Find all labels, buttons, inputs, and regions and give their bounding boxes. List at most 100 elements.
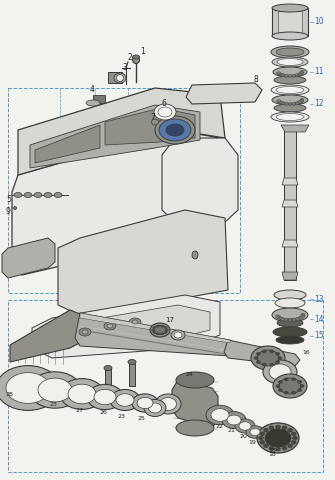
Ellipse shape xyxy=(24,192,32,197)
Ellipse shape xyxy=(192,251,198,259)
Bar xyxy=(93,95,105,103)
Ellipse shape xyxy=(155,116,195,144)
Ellipse shape xyxy=(54,192,62,197)
Ellipse shape xyxy=(300,384,304,387)
Polygon shape xyxy=(2,238,55,278)
Ellipse shape xyxy=(274,76,306,84)
Bar xyxy=(129,362,135,386)
Ellipse shape xyxy=(227,415,241,425)
Ellipse shape xyxy=(288,103,292,106)
Text: 6: 6 xyxy=(162,99,167,108)
Ellipse shape xyxy=(300,315,305,318)
Ellipse shape xyxy=(295,102,299,105)
Text: 24: 24 xyxy=(185,372,193,377)
Ellipse shape xyxy=(296,317,299,321)
Ellipse shape xyxy=(114,73,126,83)
Ellipse shape xyxy=(107,324,113,328)
Polygon shape xyxy=(282,240,298,247)
Ellipse shape xyxy=(270,350,274,353)
Ellipse shape xyxy=(155,394,181,414)
Polygon shape xyxy=(162,138,238,222)
Text: 19: 19 xyxy=(248,441,256,445)
Ellipse shape xyxy=(284,74,288,77)
Ellipse shape xyxy=(271,112,309,122)
Bar xyxy=(8,300,323,472)
Ellipse shape xyxy=(272,57,308,67)
Ellipse shape xyxy=(282,426,287,430)
Text: 18: 18 xyxy=(268,453,276,457)
Text: 18: 18 xyxy=(268,447,276,453)
Polygon shape xyxy=(282,200,298,207)
Ellipse shape xyxy=(272,308,308,322)
Text: 1: 1 xyxy=(140,48,145,57)
Ellipse shape xyxy=(222,411,246,428)
Ellipse shape xyxy=(206,405,234,425)
Ellipse shape xyxy=(272,4,308,12)
Text: 3: 3 xyxy=(122,63,127,72)
Polygon shape xyxy=(282,178,298,185)
Ellipse shape xyxy=(151,119,158,125)
Ellipse shape xyxy=(171,330,185,340)
Ellipse shape xyxy=(291,440,296,444)
Ellipse shape xyxy=(274,290,306,300)
Ellipse shape xyxy=(292,378,296,381)
Polygon shape xyxy=(18,88,225,175)
Ellipse shape xyxy=(164,331,167,333)
Bar xyxy=(105,368,111,392)
Ellipse shape xyxy=(281,102,285,105)
Ellipse shape xyxy=(104,365,112,371)
Ellipse shape xyxy=(292,74,296,77)
Polygon shape xyxy=(186,83,262,104)
Polygon shape xyxy=(282,272,298,280)
Ellipse shape xyxy=(278,389,282,392)
Ellipse shape xyxy=(176,420,214,436)
Ellipse shape xyxy=(277,72,281,75)
Ellipse shape xyxy=(274,104,306,112)
Ellipse shape xyxy=(275,447,280,451)
Polygon shape xyxy=(32,295,220,358)
Polygon shape xyxy=(30,105,200,168)
Ellipse shape xyxy=(278,380,282,384)
Ellipse shape xyxy=(239,422,251,430)
Ellipse shape xyxy=(14,192,22,197)
Text: 22: 22 xyxy=(215,423,223,429)
Ellipse shape xyxy=(278,73,282,76)
Ellipse shape xyxy=(165,329,169,331)
Ellipse shape xyxy=(277,100,281,103)
Polygon shape xyxy=(12,130,225,275)
Ellipse shape xyxy=(251,346,285,370)
Ellipse shape xyxy=(275,425,280,429)
Bar xyxy=(272,8,308,36)
Ellipse shape xyxy=(68,384,96,404)
Ellipse shape xyxy=(292,436,297,440)
Ellipse shape xyxy=(257,423,299,453)
Ellipse shape xyxy=(280,317,284,321)
Ellipse shape xyxy=(275,298,305,308)
Polygon shape xyxy=(105,108,195,145)
Ellipse shape xyxy=(264,444,268,448)
Text: 4: 4 xyxy=(90,85,95,95)
Text: 27: 27 xyxy=(75,408,83,412)
Text: 26: 26 xyxy=(100,410,108,416)
Text: 10: 10 xyxy=(314,17,324,26)
Ellipse shape xyxy=(276,352,280,355)
Polygon shape xyxy=(58,210,228,315)
Ellipse shape xyxy=(270,363,274,366)
Ellipse shape xyxy=(156,333,159,335)
Ellipse shape xyxy=(281,74,285,77)
Ellipse shape xyxy=(288,318,292,322)
Ellipse shape xyxy=(277,316,281,320)
Ellipse shape xyxy=(278,357,282,360)
Ellipse shape xyxy=(154,104,176,120)
Ellipse shape xyxy=(129,318,141,326)
Text: 21: 21 xyxy=(228,429,236,433)
Ellipse shape xyxy=(256,352,260,355)
Text: 25: 25 xyxy=(138,417,146,421)
Ellipse shape xyxy=(277,59,303,65)
Polygon shape xyxy=(10,310,85,362)
Ellipse shape xyxy=(282,446,287,450)
Ellipse shape xyxy=(235,419,255,433)
Ellipse shape xyxy=(104,322,116,330)
Ellipse shape xyxy=(133,55,139,59)
Ellipse shape xyxy=(151,329,154,331)
